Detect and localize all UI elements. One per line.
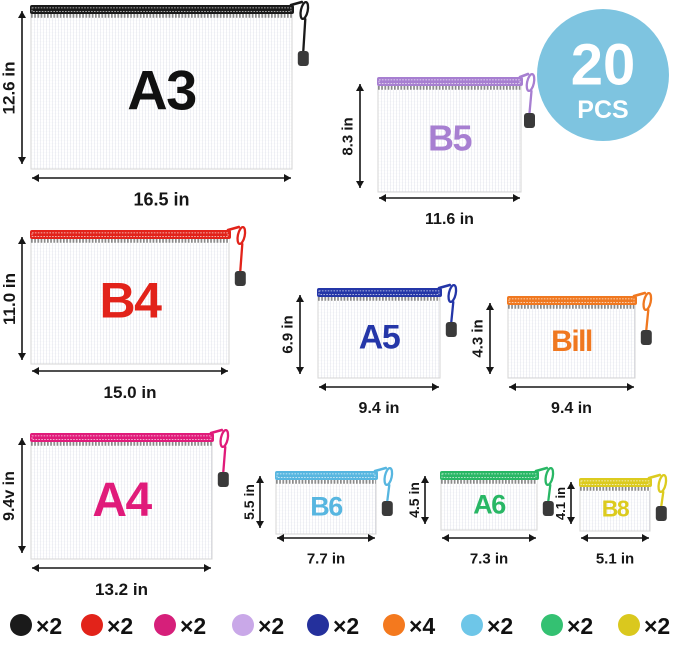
svg-text:×2: ×2	[644, 613, 670, 639]
svg-text:×2: ×2	[567, 613, 593, 639]
svg-text:×2: ×2	[107, 613, 133, 639]
svg-text:×2: ×2	[333, 613, 359, 639]
svg-text:×2: ×2	[258, 613, 284, 639]
svg-text:×2: ×2	[487, 613, 513, 639]
svg-text:×4: ×4	[409, 613, 435, 639]
svg-text:×2: ×2	[180, 613, 206, 639]
svg-text:×2: ×2	[36, 613, 62, 639]
